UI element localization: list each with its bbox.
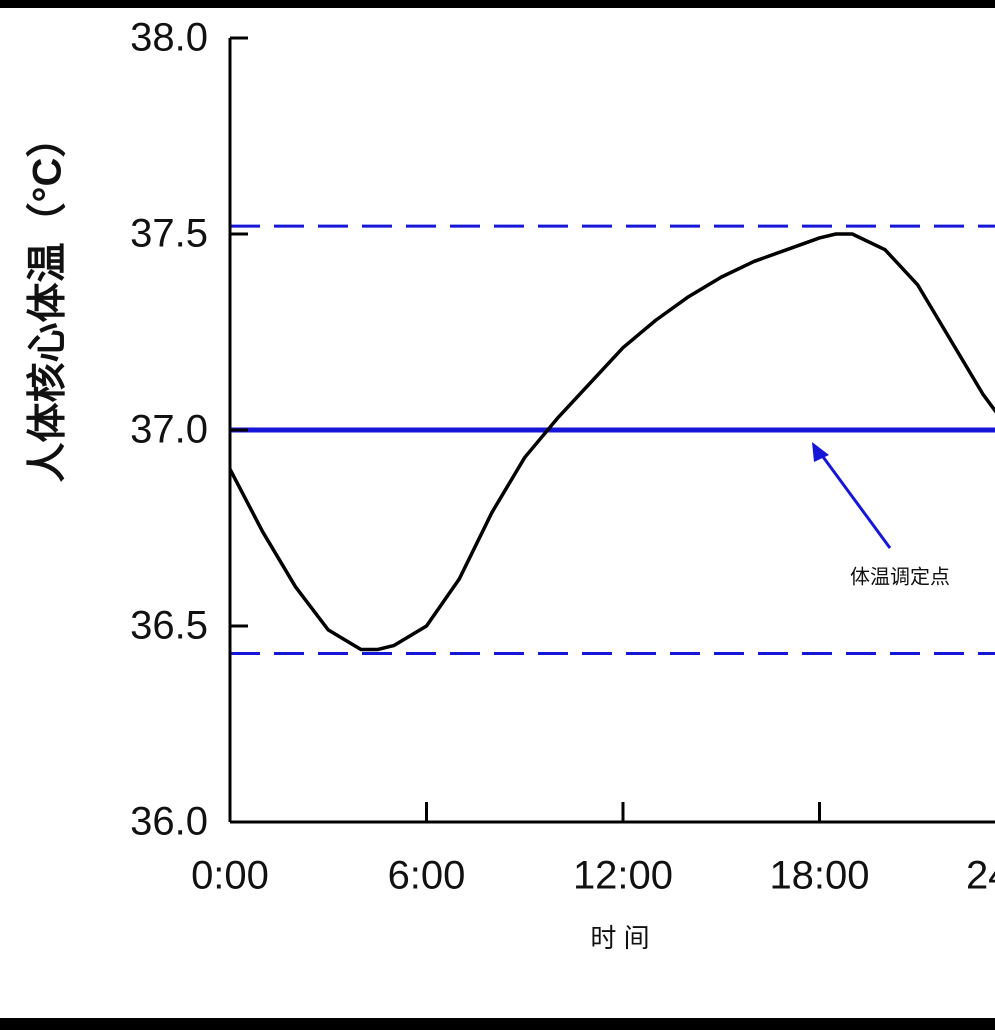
x-tick-label: 0:00 [191,854,269,898]
arrow-head [812,442,829,462]
y-axis-label: 人体核心体温（°C） [26,118,70,483]
y-tick-label: 38.0 [130,16,208,60]
x-axis-label: 时 间 [590,923,649,953]
x-tick-label: 24:00 [966,854,995,898]
x-tick-label: 12:00 [573,854,673,898]
x-tick-label: 18:00 [769,854,869,898]
y-tick-label: 37.5 [130,212,208,256]
annotation-arrow [816,449,892,549]
y-tick-label: 36.5 [130,604,208,648]
y-tick-label: 37.0 [130,408,208,452]
x-tick-label: 6:00 [388,854,466,898]
annotation: 体温调定点 [850,565,950,588]
data-line [228,232,995,652]
background [0,8,995,1018]
y-tick-label: 36.0 [130,800,208,844]
